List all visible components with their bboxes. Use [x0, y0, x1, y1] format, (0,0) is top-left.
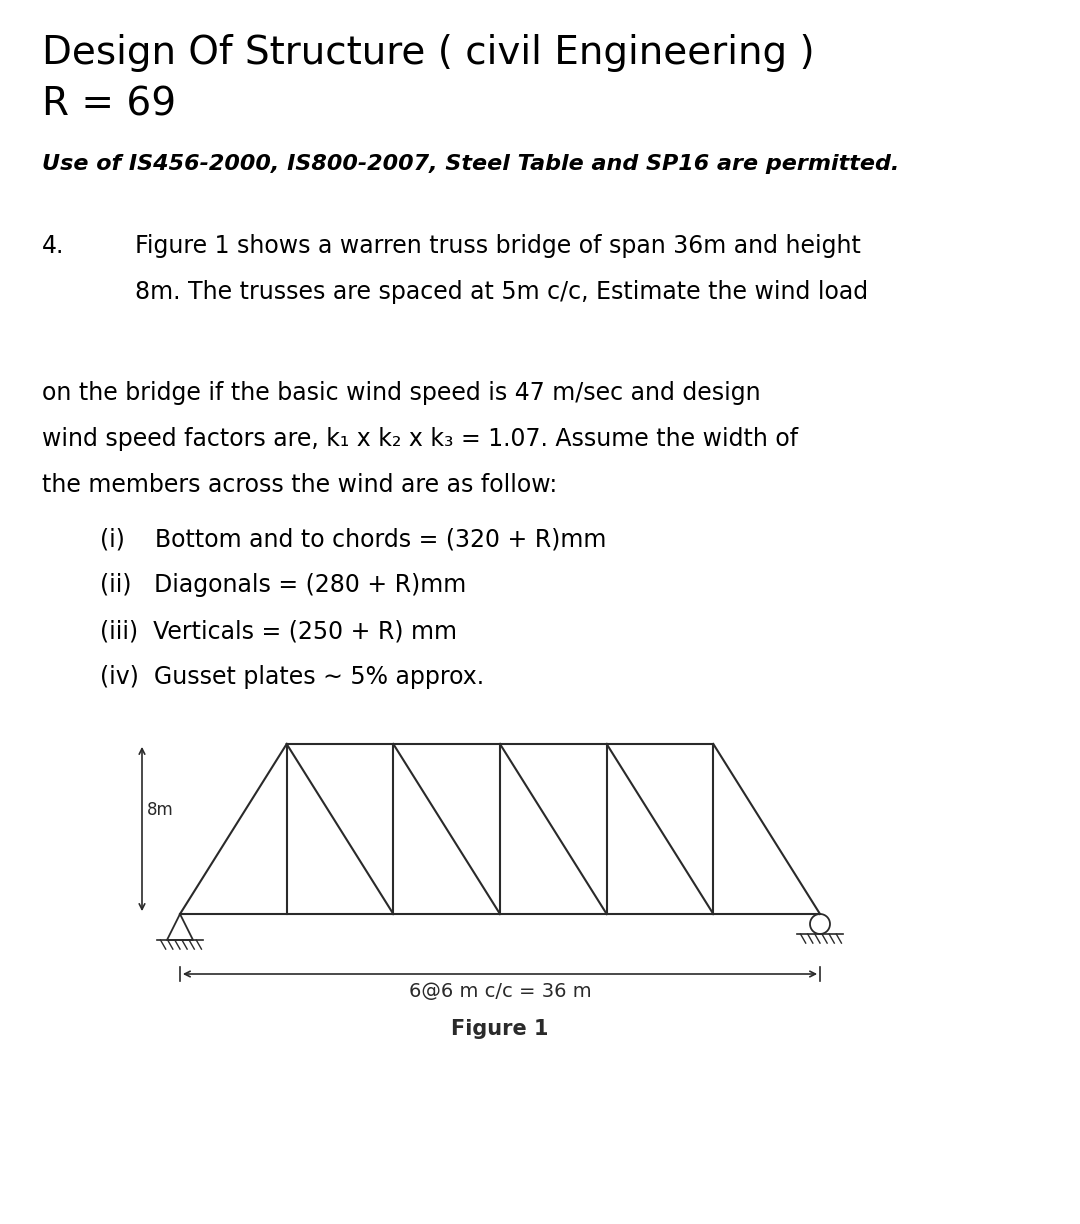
Text: 6@6 m c/c = 36 m: 6@6 m c/c = 36 m [408, 982, 592, 1001]
Text: 8m: 8m [147, 800, 174, 819]
Text: 8m. The trusses are spaced at 5m c/c, Estimate the wind load: 8m. The trusses are spaced at 5m c/c, Es… [135, 280, 868, 304]
Text: Figure 1: Figure 1 [451, 1020, 549, 1039]
Text: on the bridge if the basic wind speed is 47 m/sec and design: on the bridge if the basic wind speed is… [42, 381, 760, 405]
Text: Use of IS456-2000, IS800-2007, Steel Table and SP16 are permitted.: Use of IS456-2000, IS800-2007, Steel Tab… [42, 154, 900, 174]
Text: 4.: 4. [42, 234, 65, 258]
Text: Design Of Structure ( civil Engineering ): Design Of Structure ( civil Engineering … [42, 34, 814, 72]
Text: Figure 1 shows a warren truss bridge of span 36m and height: Figure 1 shows a warren truss bridge of … [135, 234, 861, 258]
Text: (iii)  Verticals = (250 + R) mm: (iii) Verticals = (250 + R) mm [100, 619, 457, 643]
Text: (i)    Bottom and to chords = (320 + R)mm: (i) Bottom and to chords = (320 + R)mm [100, 528, 606, 551]
Text: the members across the wind are as follow:: the members across the wind are as follo… [42, 472, 557, 497]
Text: (ii)   Diagonals = (280 + R)mm: (ii) Diagonals = (280 + R)mm [100, 573, 467, 597]
Text: R = 69: R = 69 [42, 86, 176, 124]
Text: (iv)  Gusset plates ∼ 5% approx.: (iv) Gusset plates ∼ 5% approx. [100, 665, 484, 689]
Text: wind speed factors are, k₁ x k₂ x k₃ = 1.07. Assume the width of: wind speed factors are, k₁ x k₂ x k₃ = 1… [42, 427, 798, 450]
